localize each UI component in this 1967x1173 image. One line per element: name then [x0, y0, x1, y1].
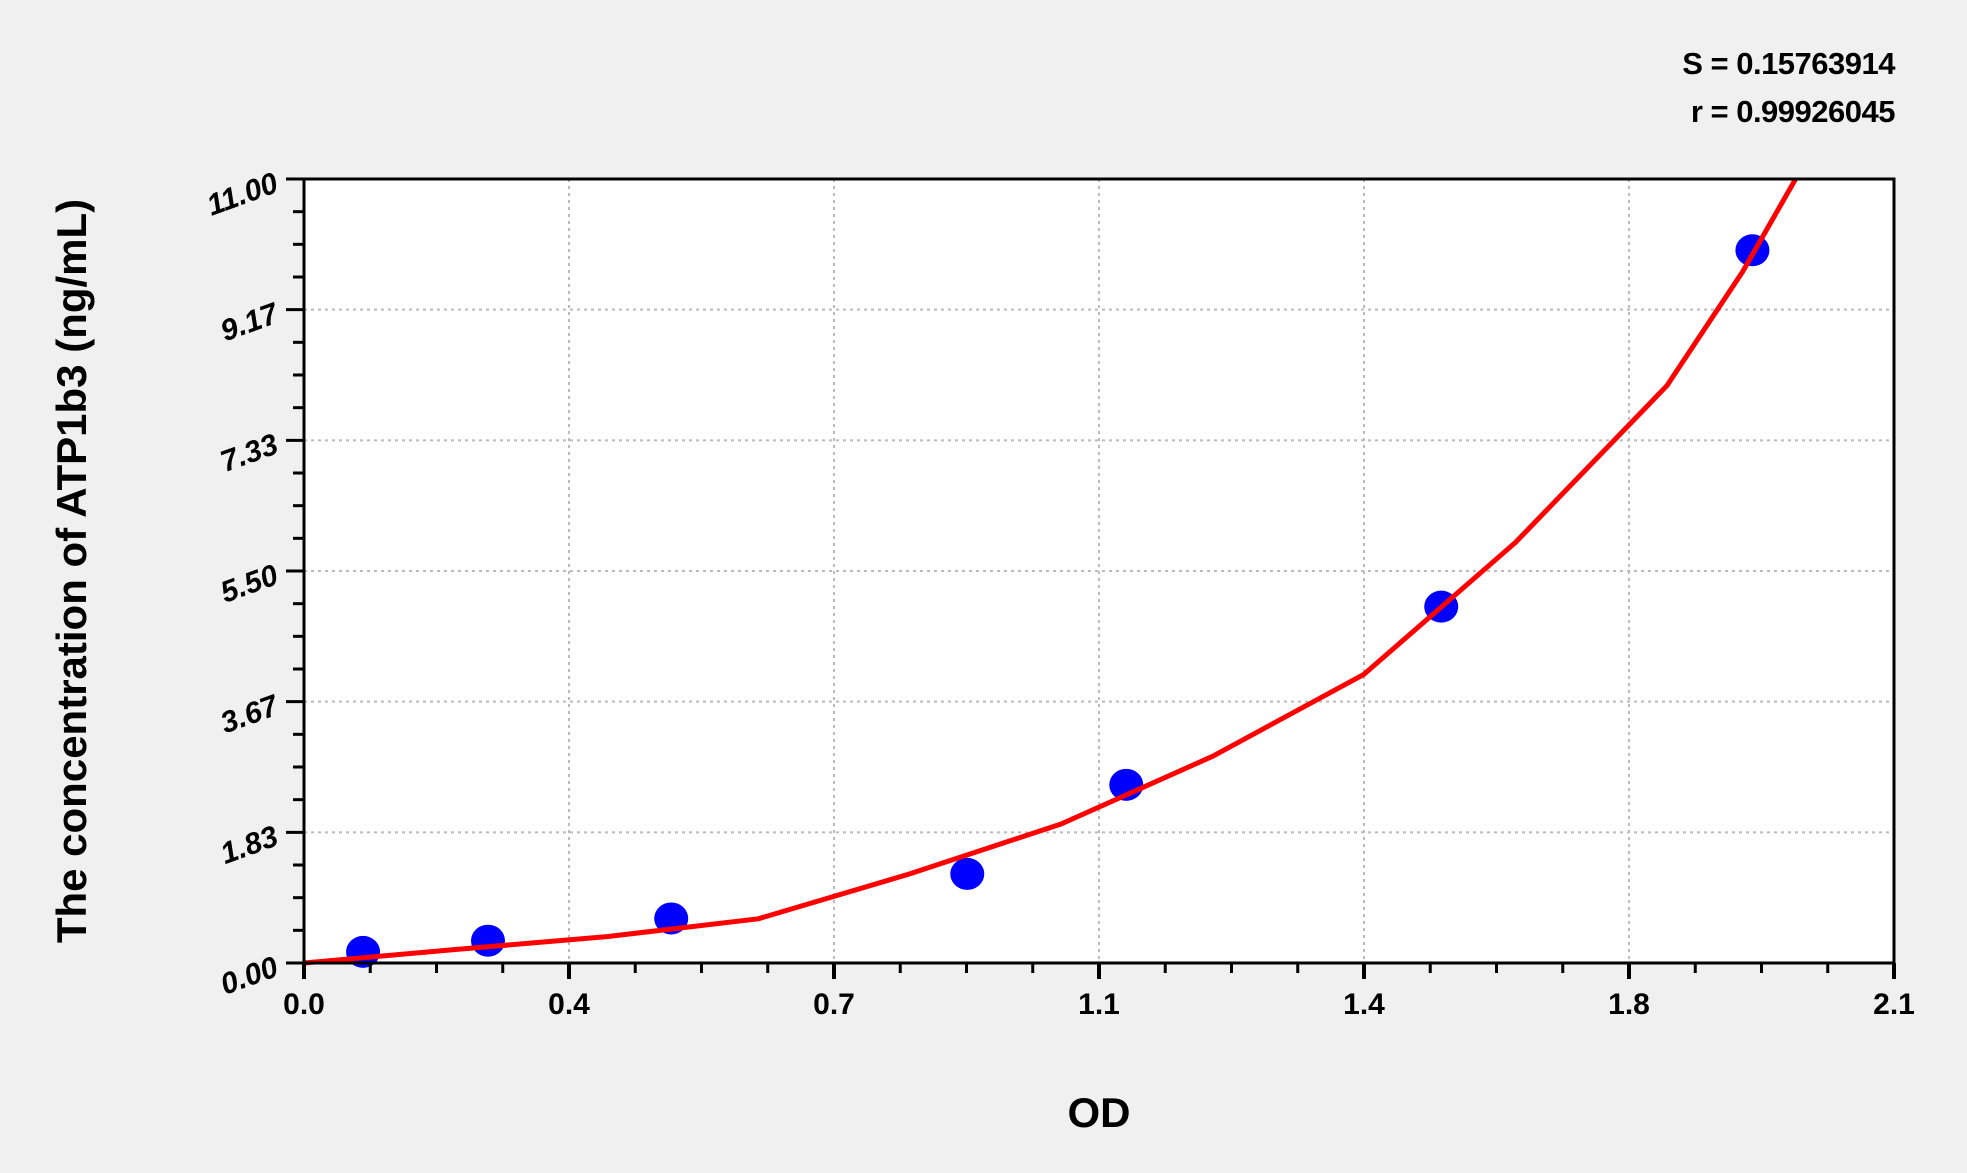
y-tick-label: 9.17 [216, 297, 283, 348]
y-axis-label: The concentration of ATP1b3 (ng/mL) [48, 199, 95, 943]
y-tick-label: 3.67 [216, 689, 283, 740]
x-tick-label: 0.4 [548, 988, 590, 1021]
y-tick-label: 11.00 [203, 166, 283, 222]
r-value-annotation: r = 0.99926045 [1690, 94, 1896, 129]
x-axis-label: OD [1068, 1089, 1131, 1136]
data-point [950, 857, 985, 890]
x-tick-label: 2.1 [1873, 988, 1915, 1021]
y-tick-label: 1.83 [216, 820, 282, 871]
fit-curve-layer [303, 177, 1798, 966]
x-tick-label: 0.0 [283, 988, 325, 1021]
y-tick-label: 7.33 [216, 428, 282, 479]
grid-lines [304, 179, 1894, 963]
x-tick-label: 1.4 [1343, 988, 1385, 1021]
x-tick-label: 1.1 [1078, 988, 1120, 1021]
y-tick-label: 5.50 [216, 558, 282, 609]
x-tick-label: 0.7 [813, 988, 855, 1021]
fit-curve-line [303, 177, 1798, 966]
y-tick-labels: 0.00 1.83 3.67 5.50 7.33 9.17 11.00 [203, 166, 284, 1001]
data-point [470, 924, 505, 957]
x-tick-label: 1.8 [1608, 988, 1650, 1021]
x-tick-labels: 0.0 0.4 0.7 1.1 1.4 1.8 2.1 [283, 988, 1915, 1021]
s-value-annotation: S = 0.15763914 [1682, 46, 1895, 81]
y-tick-label: 0.00 [216, 950, 282, 1001]
axis-ticks [286, 177, 1896, 979]
